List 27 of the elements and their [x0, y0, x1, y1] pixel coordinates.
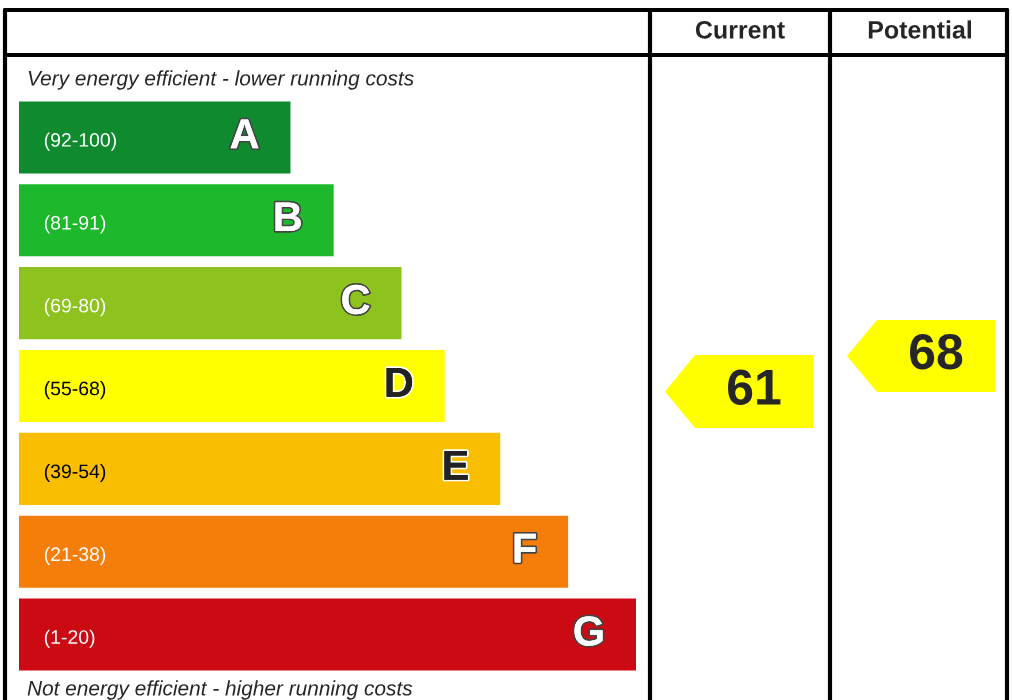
annotation: G	[574, 616, 603, 646]
bar	[19, 432, 501, 505]
text: 61	[728, 369, 781, 405]
bar	[19, 349, 445, 423]
annotation: D	[386, 368, 413, 397]
text: Current	[695, 21, 785, 39]
annotation: Not energy efficient - higher running costs	[27, 680, 413, 700]
bar	[19, 267, 402, 340]
text: 68	[910, 334, 963, 370]
text: Very energy efficient - lower running costs	[28, 70, 414, 90]
annotation: B	[275, 202, 301, 232]
y-tick-label: (1-20)	[44, 629, 95, 648]
y-tick-label: (21-38)	[44, 546, 106, 565]
y-tick-label: (69-80)	[44, 298, 106, 317]
annotation: A	[230, 119, 259, 149]
bar	[19, 515, 569, 588]
y-tick-label: (81-91)	[44, 215, 106, 234]
text: Potential	[868, 20, 972, 39]
annotation: C	[342, 284, 370, 315]
bar	[19, 598, 636, 671]
bar	[19, 184, 334, 257]
annotation: F	[514, 533, 536, 563]
bar	[19, 101, 291, 174]
y-tick-label: (55-68)	[44, 381, 106, 400]
y-tick-label: (39-54)	[44, 463, 106, 483]
y-tick-label: (92-100)	[44, 132, 116, 151]
annotation: E	[444, 450, 468, 480]
